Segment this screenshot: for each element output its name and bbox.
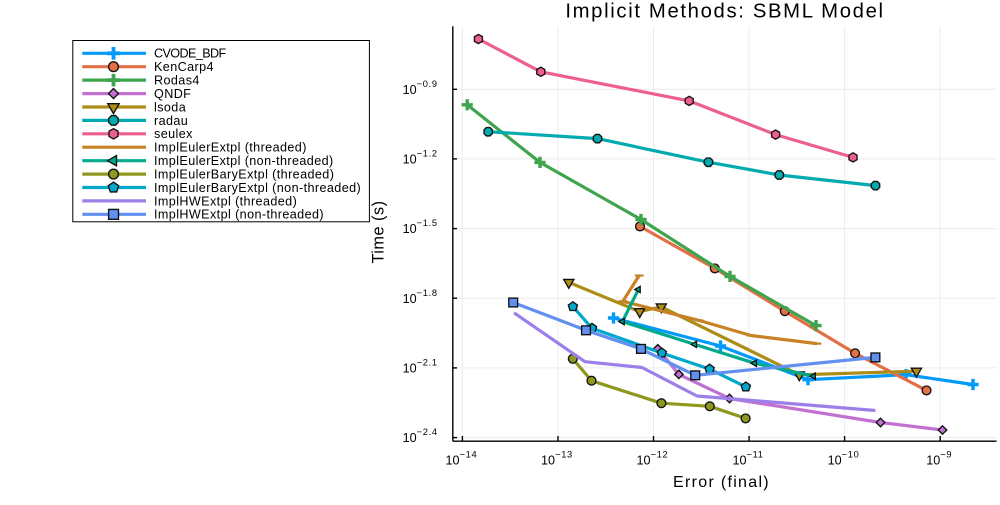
svg-text:Error (final): Error (final) xyxy=(673,474,770,491)
svg-text:ImplEulerBaryExtpl (non-thread: ImplEulerBaryExtpl (non-threaded) xyxy=(154,181,361,195)
svg-text:CVODE_BDF: CVODE_BDF xyxy=(154,47,226,61)
svg-text:Rodas4: Rodas4 xyxy=(154,74,200,88)
svg-text:ImplHWExtpl (non-threaded): ImplHWExtpl (non-threaded) xyxy=(154,208,324,222)
svg-text:seulex: seulex xyxy=(154,127,193,141)
svg-text:ImplEulerExtpl (threaded): ImplEulerExtpl (threaded) xyxy=(154,141,307,155)
svg-text:QNDF: QNDF xyxy=(154,87,191,101)
svg-text:Implicit Methods: SBML Model: Implicit Methods: SBML Model xyxy=(565,1,884,23)
svg-text:ImplHWExtpl (threaded): ImplHWExtpl (threaded) xyxy=(154,194,297,208)
svg-text:ImplEulerExtpl (non-threaded): ImplEulerExtpl (non-threaded) xyxy=(154,154,334,168)
svg-text:ImplEulerBaryExtpl (threaded): ImplEulerBaryExtpl (threaded) xyxy=(154,168,334,182)
svg-text:KenCarp4: KenCarp4 xyxy=(154,60,214,74)
svg-text:lsoda: lsoda xyxy=(154,100,186,114)
svg-text:Time (s): Time (s) xyxy=(369,200,387,263)
svg-text:radau: radau xyxy=(154,114,188,128)
